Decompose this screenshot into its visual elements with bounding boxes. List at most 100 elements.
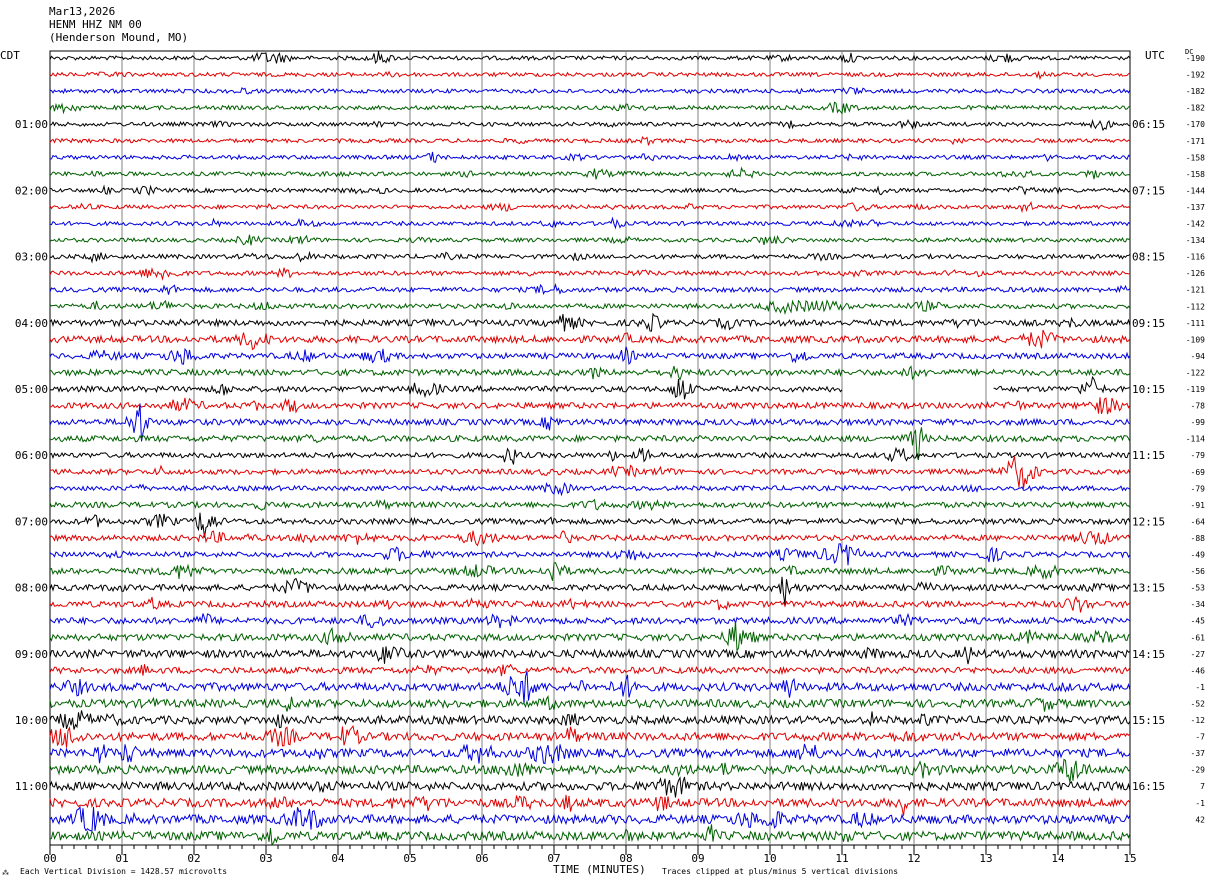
seismic-trace	[49, 346, 1131, 366]
date-label: Mar13,2026	[49, 5, 116, 18]
seismic-trace	[49, 151, 1131, 163]
seismic-trace	[49, 621, 1131, 653]
seismic-trace	[49, 166, 1131, 180]
dc-offset-label: -112	[1186, 302, 1205, 311]
dc-offset-label: -137	[1186, 203, 1205, 212]
dc-offset-label: -182	[1186, 87, 1205, 96]
right-time-label: 11:15	[1132, 449, 1165, 462]
dc-offset-label: -79	[1191, 484, 1206, 493]
x-tick-label: 06	[475, 852, 488, 865]
dc-offset-label: -56	[1191, 567, 1206, 576]
dc-offset-label: -126	[1186, 269, 1205, 278]
logo-icon: ⁂	[2, 869, 9, 877]
right-time-label: 07:15	[1132, 184, 1165, 197]
dc-offset-label: -52	[1191, 699, 1206, 708]
x-tick-label: 12	[907, 852, 920, 865]
seismic-trace	[49, 234, 1131, 246]
right-time-label: 08:15	[1132, 251, 1165, 264]
seismic-trace	[49, 543, 1131, 566]
seismic-trace	[49, 101, 1131, 115]
x-tick-label: 08	[619, 852, 632, 865]
seismic-trace	[49, 805, 1131, 832]
seismic-trace	[49, 70, 1131, 81]
dc-offset-label: -99	[1191, 418, 1206, 427]
seismic-trace	[49, 250, 1131, 264]
seismic-trace	[49, 758, 1131, 783]
plot-frame	[49, 50, 1131, 846]
left-timezone-label: CDT	[0, 49, 20, 62]
dc-offset-label: -116	[1186, 253, 1205, 262]
dc-offset-label: -49	[1191, 551, 1206, 560]
right-time-label: 09:15	[1132, 317, 1165, 330]
dc-offset-label: -88	[1191, 534, 1206, 543]
dc-label: DC	[1185, 48, 1194, 56]
dc-offset-label: -12	[1191, 716, 1206, 725]
dc-offset-label: -122	[1186, 368, 1205, 377]
seismic-trace	[49, 200, 1131, 214]
right-time-label: 06:15	[1132, 118, 1165, 131]
right-time-label: 10:15	[1132, 383, 1165, 396]
dc-offset-label: -64	[1191, 517, 1206, 526]
x-tick-label: 07	[547, 852, 560, 865]
seismic-trace	[49, 87, 1131, 95]
dc-offset-label: -37	[1191, 749, 1206, 758]
dc-offset-label: -170	[1186, 120, 1205, 129]
seismic-trace	[49, 282, 1131, 296]
seismic-trace	[49, 776, 1131, 798]
seismic-trace	[49, 498, 1131, 512]
seismic-trace	[49, 561, 1131, 581]
x-tick-label: 04	[331, 852, 345, 865]
left-time-label: 04:00	[15, 317, 48, 330]
dc-offset-label: -142	[1186, 220, 1205, 229]
right-timezone-label: UTC	[1145, 49, 1165, 62]
seismic-trace	[49, 375, 1131, 400]
seismic-trace	[49, 710, 1131, 730]
dc-offset-label: -158	[1186, 153, 1205, 162]
dc-offset-label: -45	[1191, 617, 1206, 626]
seismic-trace	[49, 725, 1131, 748]
seismic-trace	[49, 403, 1131, 442]
seismic-trace	[49, 184, 1131, 196]
left-time-label: 05:00	[15, 383, 48, 396]
seismic-trace	[49, 51, 1131, 65]
seismic-trace	[49, 743, 1131, 765]
dc-offset-label: 7	[1200, 782, 1205, 791]
x-tick-label: 00	[43, 852, 56, 865]
dc-offset-label: -61	[1191, 633, 1206, 642]
seismic-trace	[49, 216, 1131, 230]
left-time-label: 08:00	[15, 582, 48, 595]
dc-offset-label: -190	[1186, 54, 1205, 63]
seismic-trace	[49, 530, 1131, 547]
x-tick-label: 11	[835, 852, 848, 865]
seismic-trace	[49, 576, 1131, 606]
seismic-trace	[49, 512, 1131, 538]
dc-offset-label: -109	[1186, 335, 1205, 344]
dc-offset-label: -111	[1186, 319, 1205, 328]
station-label: HENM HHZ NM 00	[49, 18, 142, 31]
dc-offset-label: -119	[1186, 385, 1205, 394]
x-tick-label: 01	[115, 852, 128, 865]
seismic-trace	[49, 118, 1131, 132]
left-time-label: 03:00	[15, 251, 48, 264]
left-time-label: 07:00	[15, 515, 48, 528]
right-time-label: 13:15	[1132, 582, 1165, 595]
seismic-trace	[49, 612, 1131, 629]
dc-offset-label: -78	[1191, 402, 1206, 411]
seismic-trace	[49, 397, 1131, 415]
seismic-trace	[49, 329, 1131, 351]
dc-offset-label: -46	[1191, 666, 1206, 675]
right-time-label: 14:15	[1132, 648, 1165, 661]
dc-offset-label: -158	[1186, 170, 1205, 179]
dc-offset-label: -91	[1191, 501, 1206, 510]
dc-offset-label: -94	[1191, 352, 1206, 361]
right-time-label: 12:15	[1132, 515, 1165, 528]
clipping-note: Traces clipped at plus/minus 5 vertical …	[662, 867, 899, 876]
seismic-trace	[49, 136, 1131, 146]
seismic-trace	[49, 299, 1131, 315]
right-time-label: 16:15	[1132, 780, 1165, 793]
seismic-trace	[49, 446, 1131, 465]
x-axis-title: TIME (MINUTES)	[553, 863, 646, 876]
seismic-trace	[49, 646, 1131, 665]
dc-offset-label: -79	[1191, 451, 1206, 460]
